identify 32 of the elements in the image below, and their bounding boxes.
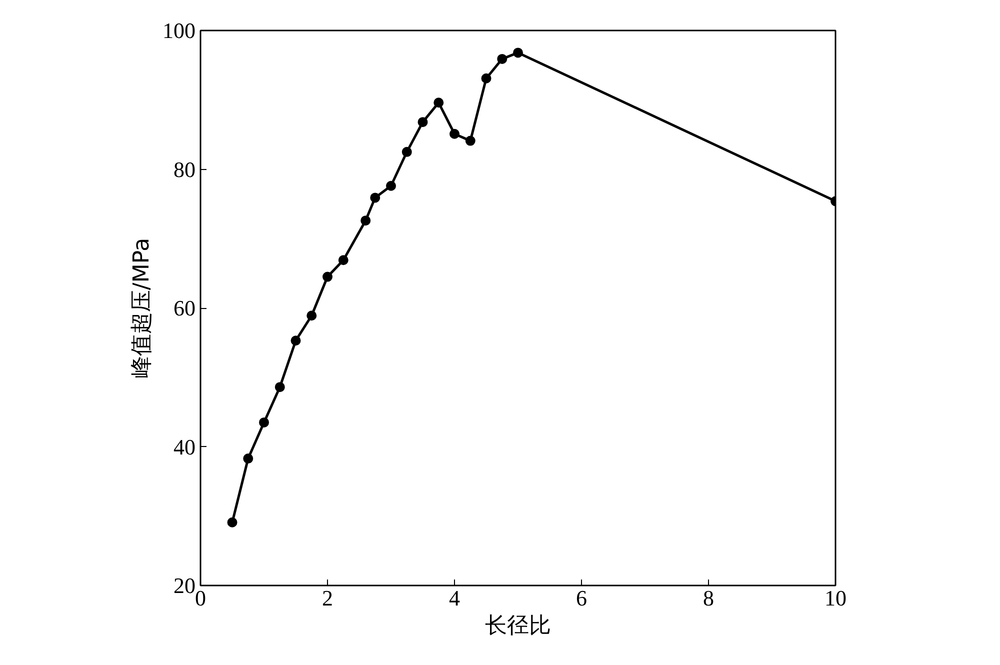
point xyxy=(434,98,444,108)
point xyxy=(386,180,396,191)
x-tick-label: 6 xyxy=(576,586,587,610)
point xyxy=(418,117,428,128)
y-tick-label: 60 xyxy=(174,296,196,320)
point xyxy=(450,128,460,139)
x-tick-label: 0 xyxy=(195,586,206,610)
point xyxy=(227,517,238,528)
y-tick-label: 20 xyxy=(174,573,196,598)
point xyxy=(497,54,508,64)
y-tick-label: 80 xyxy=(174,156,196,182)
point xyxy=(290,336,301,346)
point xyxy=(481,73,492,84)
point xyxy=(360,216,371,226)
y-tick-label: 40 xyxy=(174,434,196,460)
x-tick-label: 8 xyxy=(703,586,714,610)
x-axis-title: 长径比 xyxy=(485,614,551,638)
point xyxy=(513,48,523,58)
point xyxy=(243,454,254,464)
x-tick-label: 2 xyxy=(322,586,333,610)
point xyxy=(338,255,348,266)
point xyxy=(306,310,317,321)
y-axis-title: 峰值超压/MPa xyxy=(130,238,154,378)
x-tick-label: 10 xyxy=(824,586,846,610)
point xyxy=(322,272,332,282)
point xyxy=(259,417,269,428)
point xyxy=(274,382,285,392)
point xyxy=(402,146,412,157)
y-tick-label: 100 xyxy=(162,18,196,43)
point xyxy=(370,192,380,203)
x-tick-label: 4 xyxy=(449,586,460,610)
point xyxy=(465,136,476,146)
